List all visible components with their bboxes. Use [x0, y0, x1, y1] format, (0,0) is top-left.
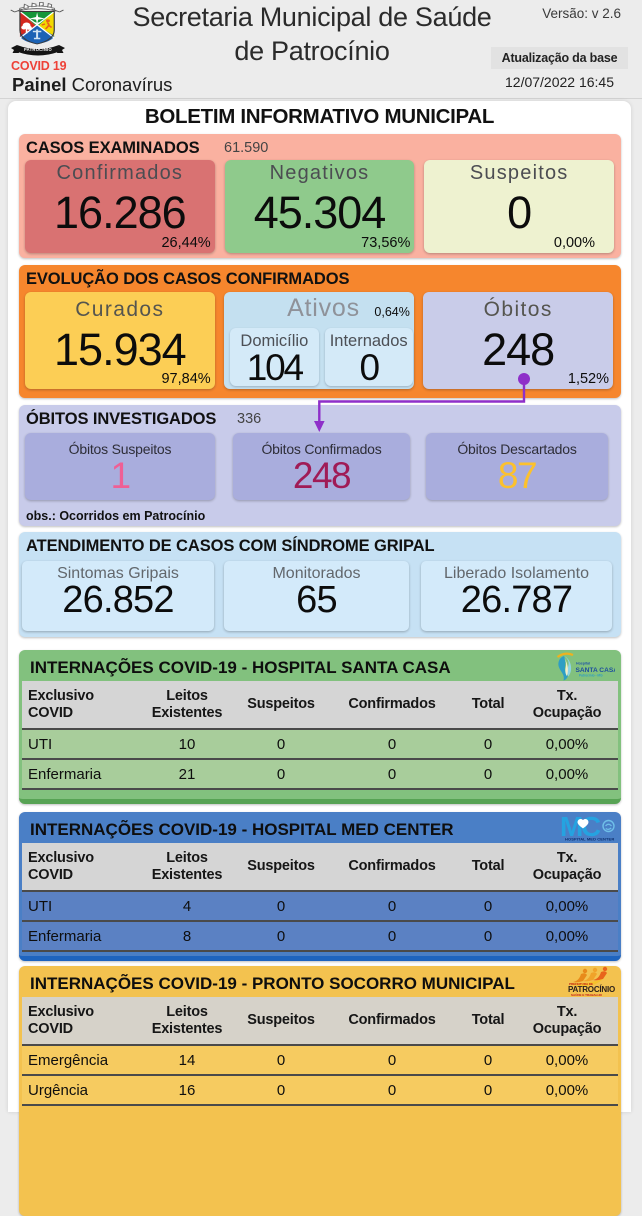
- svg-text:PATROCÍNIO: PATROCÍNIO: [568, 985, 615, 994]
- svg-text:SAÚDE E TRABALHO: SAÚDE E TRABALHO: [571, 992, 603, 996]
- svg-text:Hospital: Hospital: [576, 662, 590, 666]
- svg-text:HOSPITAL MED CENTER: HOSPITAL MED CENTER: [565, 837, 614, 842]
- svg-text:PREFEITURA DE: PREFEITURA DE: [569, 982, 593, 986]
- svg-text:Patrocínio - MG: Patrocínio - MG: [579, 674, 603, 678]
- svg-text:SANTA CASA: SANTA CASA: [576, 667, 616, 674]
- svg-text:PATROCÍNIO: PATROCÍNIO: [24, 47, 53, 52]
